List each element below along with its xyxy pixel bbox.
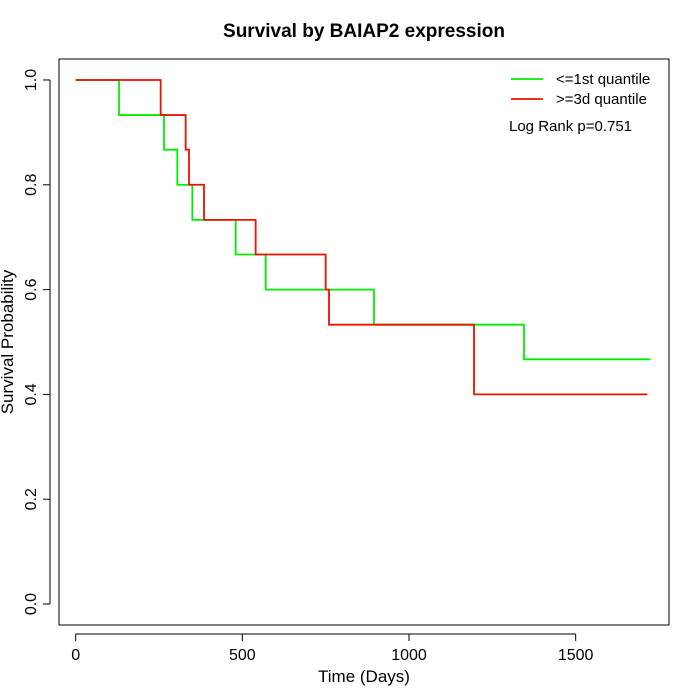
- y-axis: 0.0 0.2 0.4 0.6 0.8 1.0: [23, 69, 51, 615]
- y-tick-label: 0.6: [23, 278, 40, 300]
- plot-frame: [58, 58, 670, 626]
- survival-curve-series-2: [75, 79, 648, 396]
- x-tick-label: 1000: [391, 647, 427, 664]
- y-tick-label: 0.8: [23, 174, 40, 196]
- x-axis-label: Time (Days): [318, 667, 410, 686]
- series-layer: [75, 79, 651, 396]
- legend-label: >=3d quantile: [556, 91, 647, 108]
- y-axis-label: Survival Probability: [0, 269, 17, 414]
- legend: <=1st quantile >=3d quantile: [511, 71, 650, 108]
- y-tick-label: 0.4: [23, 383, 40, 405]
- logrank-annotation: Log Rank p=0.751: [509, 118, 632, 135]
- legend-label: <=1st quantile: [556, 71, 650, 88]
- y-tick-label: 0.0: [23, 593, 40, 615]
- y-tick-label: 1.0: [23, 69, 40, 91]
- x-tick-label: 500: [229, 647, 256, 664]
- x-axis: 0 500 1000 1500: [71, 633, 594, 664]
- y-tick-label: 0.2: [23, 488, 40, 510]
- x-tick-label: 0: [71, 647, 80, 664]
- chart-title: Survival by BAIAP2 expression: [223, 21, 505, 42]
- x-tick-label: 1500: [558, 647, 594, 664]
